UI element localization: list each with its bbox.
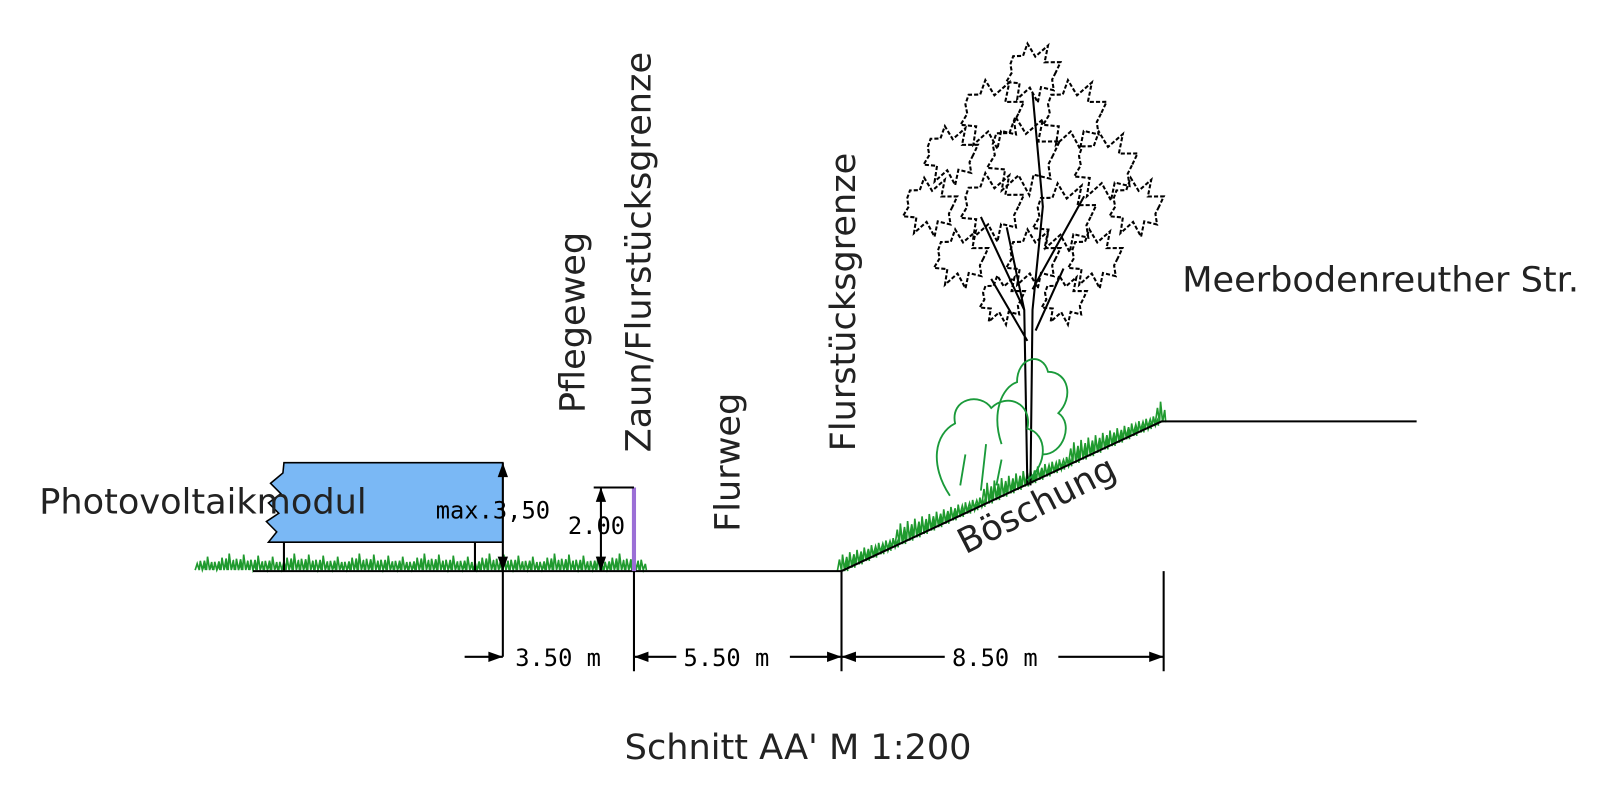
module-label: Photovoltaikmodul — [39, 481, 366, 522]
tree-foliage — [985, 114, 1062, 199]
tree-foliage — [977, 273, 1027, 328]
fence-boundary-label: Zaun/Flurstücksgrenze — [618, 52, 659, 452]
field-path-label: Flurweg — [707, 393, 748, 532]
tree-foliage — [901, 175, 959, 240]
grass-blades — [194, 401, 1167, 574]
arrow — [841, 651, 856, 662]
tree — [901, 41, 1166, 486]
tree-foliage — [958, 170, 1026, 245]
dimension-label: 3.50 m — [515, 644, 601, 672]
boundary-label: Flurstücksgrenze — [823, 153, 864, 452]
module-height-label: max.3,50 — [436, 496, 550, 524]
arrow — [497, 556, 509, 572]
tree-foliage — [1004, 41, 1063, 106]
maintenance-path-label: Pflegeweg — [552, 232, 593, 413]
arrow — [595, 556, 607, 572]
tree-foliage — [1072, 129, 1140, 204]
ground-line — [252, 420, 1417, 573]
tree-foliage — [1004, 227, 1063, 292]
tree-foliage — [958, 77, 1026, 152]
tree-foliage — [932, 227, 990, 292]
tree-foliage — [1041, 77, 1109, 152]
fence-height-label: 2.00 — [568, 512, 625, 540]
caption: Schnitt AA' M 1:200 — [625, 727, 972, 768]
tree-foliage — [1066, 227, 1125, 292]
dimension-label: 8.50 m — [952, 644, 1038, 672]
bush — [935, 358, 1069, 497]
tree-foliage — [1039, 273, 1089, 328]
dimension-label: 5.50 m — [684, 644, 770, 672]
arrow — [827, 651, 842, 662]
tree-foliage — [1107, 175, 1166, 240]
arrow — [497, 462, 509, 478]
arrow — [488, 651, 503, 662]
arrow — [595, 487, 607, 502]
arrow — [633, 651, 649, 662]
arrow — [1149, 651, 1164, 662]
grass — [194, 401, 1167, 574]
tree-foliage — [1031, 180, 1098, 256]
street-label: Meerbodenreuther Str. — [1182, 259, 1579, 300]
tree-foliage — [921, 123, 980, 189]
